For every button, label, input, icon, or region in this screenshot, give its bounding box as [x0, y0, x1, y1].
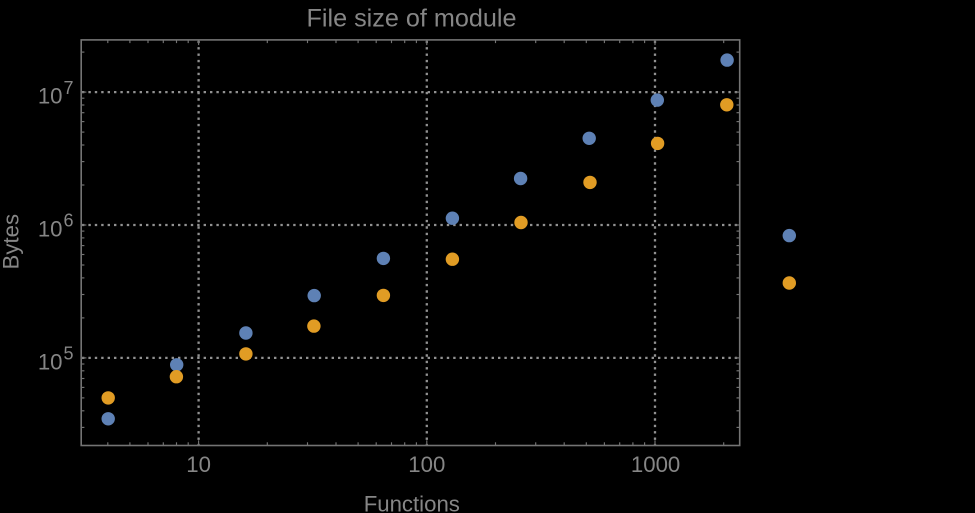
- svg-text:10: 10: [38, 216, 63, 241]
- svg-text:10: 10: [38, 349, 63, 374]
- svg-text:Functions: Functions: [364, 492, 460, 513]
- svg-text:File size of module: File size of module: [307, 4, 517, 32]
- svg-text:5: 5: [64, 344, 74, 364]
- svg-text:10: 10: [38, 84, 63, 109]
- svg-text:10: 10: [186, 452, 211, 477]
- svg-text:1000: 1000: [631, 452, 680, 477]
- svg-text:7: 7: [64, 78, 74, 98]
- svg-text:6: 6: [64, 211, 74, 231]
- svg-text:Bytes: Bytes: [0, 214, 24, 270]
- svg-text:100: 100: [408, 452, 445, 477]
